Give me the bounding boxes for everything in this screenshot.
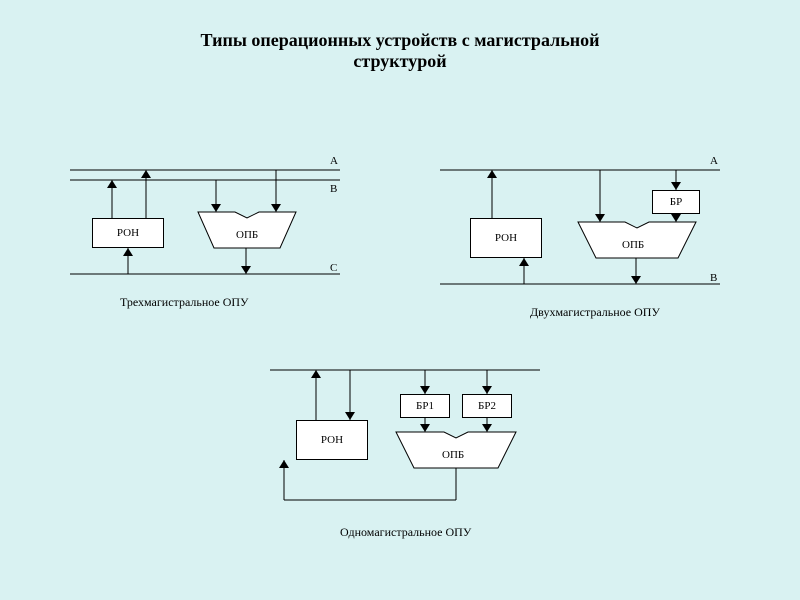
- d3-br1-label: БР1: [416, 400, 434, 412]
- d3-ron-box: РОН: [296, 420, 368, 460]
- d2-opb-label: ОПБ: [622, 239, 644, 251]
- d2-ron-box: РОН: [470, 218, 542, 258]
- d1-ron-box: РОН: [92, 218, 164, 248]
- d1-caption: Трехмагистральное ОПУ: [120, 295, 249, 310]
- d3-caption: Одномагистральное ОПУ: [340, 525, 471, 540]
- d2-ron-label: РОН: [495, 232, 517, 244]
- d2-bus-a-label: A: [710, 155, 718, 167]
- d1-bus-c-label: C: [330, 262, 337, 274]
- d1-bus-b-label: B: [330, 183, 337, 195]
- d3-br1-box: БР1: [400, 394, 450, 418]
- d3-br2-label: БР2: [478, 400, 496, 412]
- d3-opb-label: ОПБ: [442, 449, 464, 461]
- d1-bus-a-label: A: [330, 155, 338, 167]
- d2-bus-b-label: B: [710, 272, 717, 284]
- d3-ron-label: РОН: [321, 434, 343, 446]
- d1-opb-label: ОПБ: [236, 229, 258, 241]
- d2-caption: Двухмагистральное ОПУ: [530, 305, 660, 320]
- d2-br-label: БР: [670, 196, 682, 208]
- d1-ron-label: РОН: [117, 227, 139, 239]
- d2-br-box: БР: [652, 190, 700, 214]
- d3-br2-box: БР2: [462, 394, 512, 418]
- diagram-canvas: Типы операционных устройств с магистраль…: [0, 0, 800, 600]
